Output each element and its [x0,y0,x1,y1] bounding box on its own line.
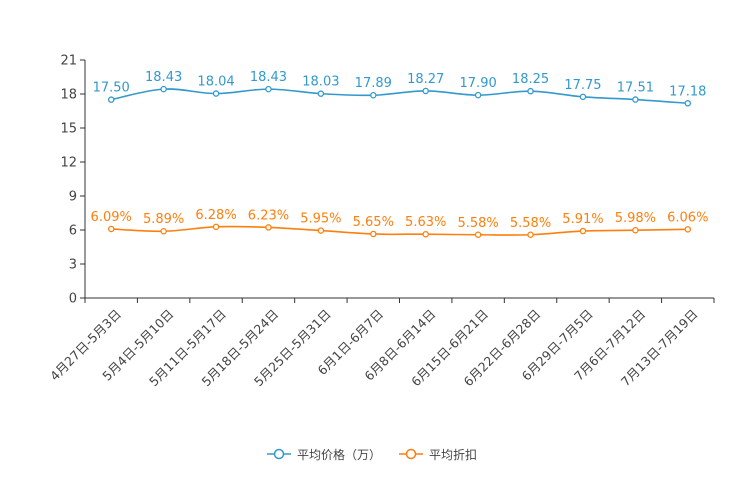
data-point [632,226,639,234]
series-line-1 [111,225,688,236]
legend: 平均价格（万） 平均折扣 [0,444,744,464]
legend-price-label: 平均价格（万） [296,447,381,462]
data-point [370,91,377,99]
data-label: 5.65% [353,215,394,230]
data-label: 17.18 [669,84,706,99]
data-label: 18.43 [250,70,287,85]
data-point [370,230,377,238]
data-point [160,227,167,235]
data-point [265,224,272,231]
legend-item-discount[interactable]: 平均折扣 [399,446,477,463]
data-point [107,225,115,233]
data-point [212,223,220,231]
data-point [317,227,325,234]
data-point [422,87,429,95]
data-point [579,227,587,235]
data-label: 17.50 [93,81,130,96]
data-label: 6.06% [667,210,708,225]
data-point [579,93,587,101]
data-label: 5.98% [615,211,656,226]
data-point [317,90,325,97]
data-label: 18.03 [302,75,339,90]
data-point [474,231,482,239]
data-label: 17.89 [355,76,392,91]
data-point [422,230,429,238]
data-label: 17.75 [564,78,601,93]
y-tick-label: 6 [69,224,77,239]
y-tick-label: 0 [69,292,77,307]
legend-item-price[interactable]: 平均价格（万） [266,446,381,463]
data-point [527,231,534,239]
y-tick-label: 9 [69,190,77,205]
y-tick-label: 15 [60,122,77,137]
data-label: 5.58% [457,216,498,231]
legend-price-line-icon [266,448,291,460]
data-label: 18.27 [407,72,444,87]
legend-discount-line-icon [399,448,423,460]
data-label: 5.91% [562,212,603,227]
legend-discount-label: 平均折扣 [429,447,478,462]
series-layer: 17.50 18.43 18.04 18.43 18.03 17.89 18.27 17.90… [91,70,708,239]
data-point [632,96,639,103]
data-point [474,91,482,99]
data-label: 5.95% [300,212,341,227]
data-label: 6.09% [91,210,132,225]
y-tick-label: 21 [60,54,77,69]
data-point [265,85,272,93]
data-label: 5.58% [510,216,551,231]
data-point [160,85,167,93]
data-label: 18.04 [197,75,234,90]
data-label: 6.28% [195,208,236,223]
data-point [527,87,534,95]
data-point [684,226,692,233]
data-point [212,90,220,97]
data-label: 18.25 [512,72,549,87]
data-point [107,96,115,103]
data-point [684,100,692,107]
data-label: 18.43 [145,70,182,85]
y-tick-label: 3 [69,258,77,273]
data-label: 17.90 [460,76,497,91]
data-label: 5.63% [405,215,446,230]
y-tick-label: 12 [60,156,77,171]
y-tick-label: 18 [60,88,77,103]
data-label: 5.89% [143,212,184,227]
data-label: 17.51 [617,81,654,96]
series-line-0 [111,88,688,105]
data-label: 6.23% [248,208,289,223]
